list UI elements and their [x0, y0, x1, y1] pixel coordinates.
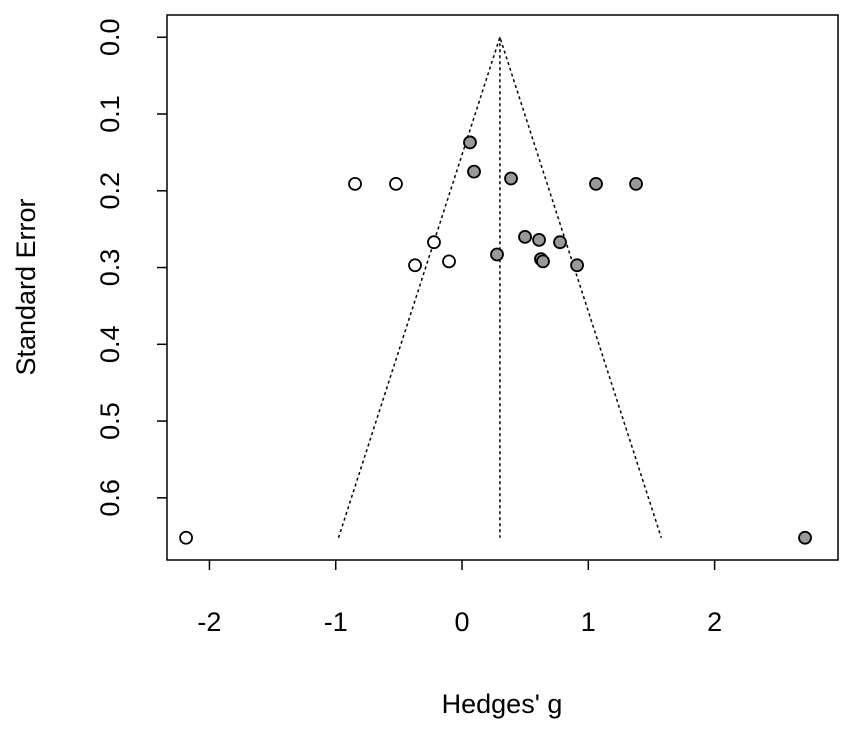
study-point: [442, 254, 456, 269]
study-point: [504, 171, 518, 186]
x-tick-label: -1: [324, 607, 348, 637]
x-tick-label: -2: [197, 607, 221, 637]
study-point: [553, 235, 567, 250]
y-tick-label: 0.6: [95, 479, 125, 517]
x-tick-label: 1: [581, 607, 596, 637]
funnel-line: [337, 34, 663, 538]
study-point: [348, 176, 362, 191]
plot-frame: [166, 14, 839, 561]
study-point: [518, 229, 532, 244]
study-point: [589, 176, 603, 191]
study-point: [427, 235, 441, 250]
study-point: [408, 258, 422, 273]
study-point: [463, 135, 477, 150]
study-point: [490, 247, 504, 262]
study-point: [467, 164, 481, 179]
x-tick-label: 0: [455, 607, 470, 637]
y-axis-label: Standard Error: [11, 198, 41, 375]
x-tick-label: 2: [707, 607, 722, 637]
study-point: [532, 233, 546, 247]
study-point: [798, 530, 812, 545]
y-tick-label: 0.0: [95, 18, 125, 56]
y-tick-label: 0.3: [95, 249, 125, 287]
y-tick-label: 0.1: [95, 95, 125, 133]
study-point: [179, 530, 193, 545]
study-point: [629, 176, 643, 191]
y-tick-label: 0.5: [95, 402, 125, 440]
y-tick-label: 0.2: [95, 172, 125, 210]
study-point: [536, 254, 550, 269]
y-tick-label: 0.4: [95, 326, 125, 364]
x-axis-label: Hedges' g: [442, 689, 563, 719]
study-point: [389, 176, 403, 191]
study-point: [570, 258, 584, 273]
